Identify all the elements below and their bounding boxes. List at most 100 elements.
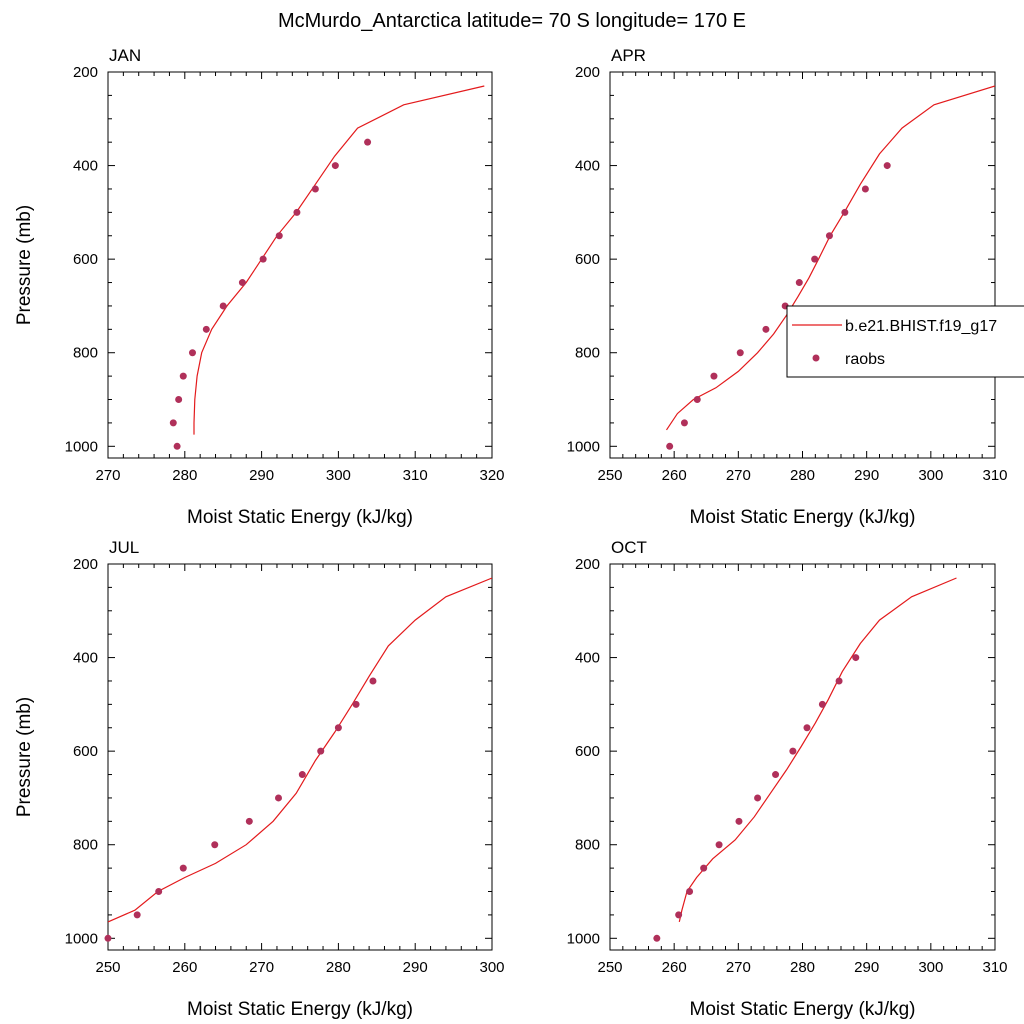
x-tick-label: 280 <box>172 467 197 484</box>
raobs-point <box>293 208 301 216</box>
x-tick-label: 250 <box>95 959 120 976</box>
raobs-point <box>219 302 227 310</box>
raobs-point <box>861 185 869 193</box>
raobs-point <box>175 396 183 404</box>
x-tick-label: 300 <box>918 959 943 976</box>
panel-jan: 270 280 290 300 310 320 200 400 600 800 1000 JAN Moi… <box>14 46 505 528</box>
raobs-point <box>202 325 210 333</box>
raobs-point <box>155 888 163 896</box>
raobs-point <box>700 864 708 872</box>
panel-oct: 250 260 270 280 290 300 310 200 400 600 800 1000 OCT… <box>567 538 1008 1020</box>
raobs-point <box>179 864 187 872</box>
raobs-point <box>331 162 339 170</box>
raobs-point <box>238 279 246 287</box>
raobs-point <box>179 372 187 380</box>
legend-label-raobs: raobs <box>845 351 885 368</box>
raobs-point <box>754 794 762 802</box>
x-tick-label: 310 <box>982 959 1007 976</box>
model-series-line <box>678 577 957 923</box>
raobs-point <box>104 934 112 942</box>
y-tick-label: 800 <box>575 345 600 362</box>
raobs-point <box>795 279 803 287</box>
y-tick-label: 800 <box>73 345 98 362</box>
raobs-point <box>715 841 723 849</box>
raobs-point <box>274 794 282 802</box>
raobs-point <box>211 841 219 849</box>
y-tick-label: 600 <box>575 743 600 760</box>
raobs-point <box>245 817 253 825</box>
x-tick-label: 310 <box>982 467 1007 484</box>
panel-title: APR <box>611 46 646 65</box>
raobs-point <box>841 208 849 216</box>
y-tick-label: 1000 <box>65 930 98 947</box>
y-tick-label: 600 <box>73 251 98 268</box>
x-tick-label: 290 <box>249 467 274 484</box>
y-tick-label: 200 <box>575 556 600 573</box>
x-tick-label: 260 <box>662 959 687 976</box>
raobs-point <box>653 934 661 942</box>
plot-area <box>666 85 995 431</box>
x-tick-label: 300 <box>918 467 943 484</box>
x-tick-label: 280 <box>790 467 815 484</box>
raobs-point <box>811 255 819 263</box>
raobs-point <box>334 724 342 732</box>
raobs-point <box>369 677 377 685</box>
raobs-point <box>675 911 683 919</box>
panel-title: OCT <box>611 538 647 557</box>
x-tick-label: 260 <box>662 467 687 484</box>
y-tick-label: 400 <box>73 158 98 175</box>
raobs-point <box>686 888 694 896</box>
raobs-point <box>825 232 833 240</box>
x-tick-label: 310 <box>403 467 428 484</box>
raobs-point <box>852 654 860 662</box>
y-tick-label: 1000 <box>567 438 600 455</box>
plot-frame <box>609 563 996 951</box>
x-axis-label: Moist Static Energy (kJ/kg) <box>187 999 413 1020</box>
raobs-point <box>188 349 196 357</box>
x-tick-label: 270 <box>249 959 274 976</box>
x-tick-label: 280 <box>790 959 815 976</box>
x-tick-label: 270 <box>95 467 120 484</box>
panel-title: JUL <box>109 538 139 557</box>
y-tick-label: 600 <box>575 251 600 268</box>
raobs-point <box>352 700 360 708</box>
raobs-point <box>736 349 744 357</box>
x-tick-label: 300 <box>479 959 504 976</box>
x-tick-label: 320 <box>479 467 504 484</box>
raobs-point <box>883 162 891 170</box>
plot-frame <box>107 563 493 951</box>
y-tick-label: 800 <box>575 837 600 854</box>
panel-title: JAN <box>109 46 141 65</box>
panel-apr: 250 260 270 280 290 300 310 200 400 600 800 1000 APR… <box>567 46 1008 528</box>
y-tick-label: 200 <box>575 64 600 81</box>
y-tick-label: 800 <box>73 837 98 854</box>
x-tick-label: 300 <box>326 467 351 484</box>
model-series-line <box>666 85 995 431</box>
raobs-point <box>818 700 826 708</box>
raobs-point <box>666 442 674 450</box>
raobs-point <box>693 396 701 404</box>
x-tick-label: 290 <box>854 467 879 484</box>
y-axis-label: Pressure (mb) <box>14 697 35 817</box>
x-tick-label: 280 <box>326 959 351 976</box>
x-tick-label: 250 <box>597 959 622 976</box>
y-tick-label: 600 <box>73 743 98 760</box>
figure-title: McMurdo_Antarctica latitude= 70 S longit… <box>278 10 746 32</box>
raobs-point <box>710 372 718 380</box>
raobs-point <box>259 255 267 263</box>
model-series-line <box>193 85 485 435</box>
raobs-point <box>317 747 325 755</box>
plot-area <box>678 577 957 923</box>
x-tick-label: 270 <box>726 959 751 976</box>
x-tick-label: 290 <box>854 959 879 976</box>
panel-jul: 250 260 270 280 290 300 200 400 600 800 1000 JUL Moi… <box>14 538 505 1020</box>
raobs-point <box>772 771 780 779</box>
x-axis-label: Moist Static Energy (kJ/kg) <box>690 507 916 528</box>
raobs-point <box>364 138 372 146</box>
legend: b.e21.BHIST.f19_g17 raobs <box>786 305 1024 378</box>
y-tick-label: 200 <box>73 64 98 81</box>
raobs-point <box>173 442 181 450</box>
legend-box <box>786 305 1024 378</box>
model-series-line <box>108 577 492 923</box>
